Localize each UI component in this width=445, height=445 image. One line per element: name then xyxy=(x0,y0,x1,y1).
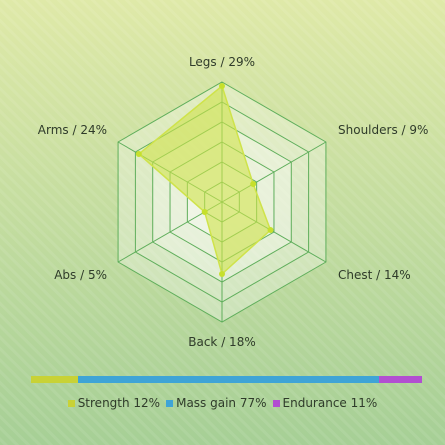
radar-axis-labels: Legs / 29% Shoulders / 9% Chest / 14% Back … xyxy=(38,55,429,349)
legend-label: Mass gain 77% xyxy=(176,396,267,410)
axis-label: Legs / 29% xyxy=(189,55,255,69)
legend-swatch xyxy=(67,399,75,407)
legend-label: Endurance 11% xyxy=(282,396,378,410)
breakdown-segment xyxy=(77,376,379,383)
axis-label: Back / 18% xyxy=(188,335,255,349)
legend-swatch xyxy=(272,399,280,407)
data-point xyxy=(219,271,225,277)
breakdown-segment xyxy=(31,376,78,383)
legend-swatch xyxy=(166,399,174,407)
breakdown-bar xyxy=(31,376,422,383)
legend-item: Mass gain 77% xyxy=(166,396,267,410)
axis-label: Shoulders / 9% xyxy=(338,123,428,137)
data-point xyxy=(201,209,208,215)
legend-item: Strength 12% xyxy=(67,396,161,410)
data-point xyxy=(219,83,225,89)
data-point xyxy=(250,181,257,187)
axis-label: Abs / 5% xyxy=(54,268,107,282)
radar-series xyxy=(135,83,274,277)
data-point xyxy=(267,227,274,233)
data-point xyxy=(135,151,142,157)
axis-label: Arms / 24% xyxy=(38,123,107,137)
axis-label: Chest / 14% xyxy=(338,268,411,282)
legend-item: Endurance 11% xyxy=(272,396,378,410)
legend: Strength 12% Mass gain 77% Endurance 11% xyxy=(0,396,445,410)
breakdown-segment xyxy=(378,376,422,383)
legend-label: Strength 12% xyxy=(77,396,161,410)
